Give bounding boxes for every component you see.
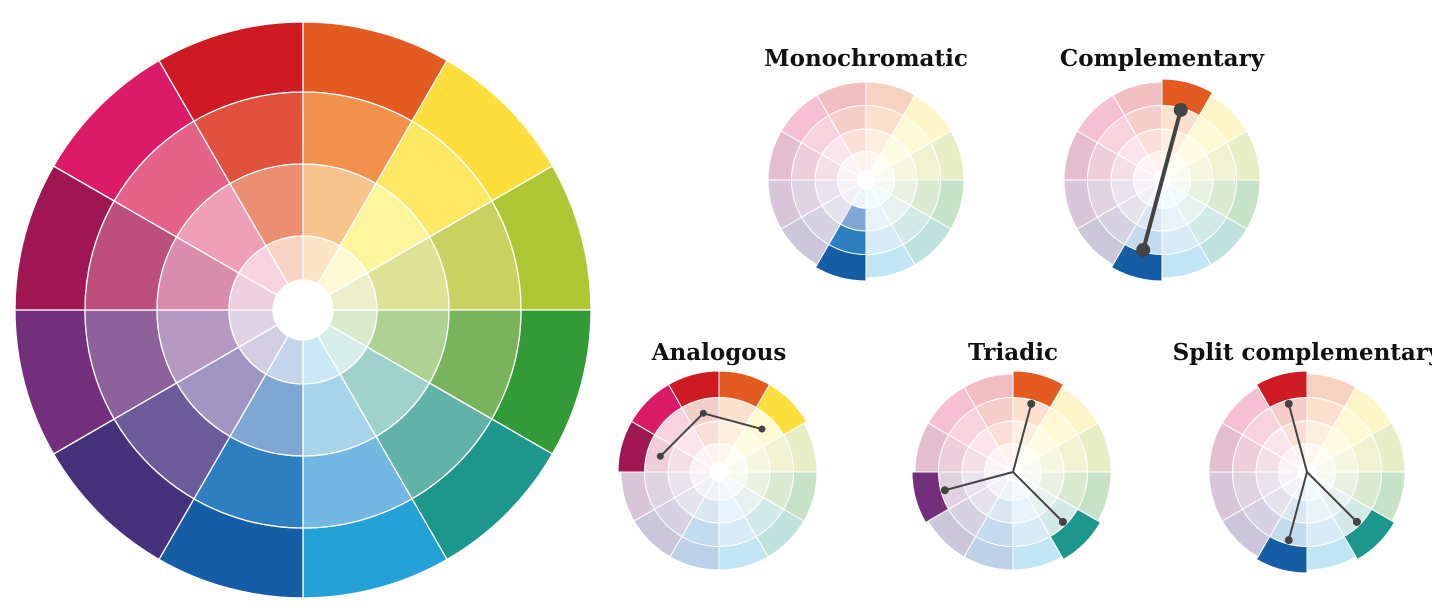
scheme-connector-line: [702, 412, 763, 431]
main-color-wheel: [14, 21, 592, 599]
scheme-wheel-monochromatic: [767, 81, 965, 282]
scheme-point-orange: [1173, 102, 1188, 117]
scheme-point-blue-green: [1058, 517, 1067, 526]
scheme-wheel-triadic: [911, 370, 1112, 571]
highlight-segment-red: [1255, 370, 1308, 409]
scheme-wheel-analogous: [617, 370, 818, 571]
highlight-segment-blue: [1110, 243, 1163, 282]
highlight-segment-orange: [1161, 78, 1214, 117]
scheme-title-analogous: Analogous: [651, 339, 787, 366]
highlight-segment-blue: [839, 203, 867, 232]
scheme-center-hole: [710, 463, 728, 481]
highlight-segment-blue-green: [1049, 508, 1102, 561]
highlight-segment-magenta: [617, 420, 656, 473]
scheme-connector-line: [1287, 402, 1308, 473]
scheme-point-blue: [1284, 536, 1293, 545]
highlight-segment-blue-green: [1343, 508, 1396, 561]
scheme-connector-line: [943, 471, 1014, 492]
scheme-point-purple: [940, 486, 949, 495]
scheme-connector-line: [1012, 402, 1033, 473]
scheme-point-blue: [1136, 243, 1151, 258]
scheme-point-orange: [1027, 399, 1036, 408]
scheme-connector-line: [1306, 471, 1358, 523]
scheme-point-blue-green: [1352, 517, 1361, 526]
scheme-title-triadic: Triadic: [968, 339, 1058, 366]
highlight-segment-purple: [911, 471, 950, 524]
scheme-wheel-complementary: [1063, 78, 1261, 282]
scheme-title-complementary: Complementary: [1060, 45, 1265, 72]
scheme-point-red: [1284, 399, 1293, 408]
wheel-center-hole: [273, 280, 333, 340]
scheme-title-monochromatic: Monochromatic: [764, 45, 968, 72]
highlight-segment-orange: [1012, 370, 1065, 409]
scheme-point-magenta: [656, 452, 664, 460]
scheme-point-red: [699, 409, 707, 417]
scheme-point-yellow: [758, 425, 766, 433]
scheme-title-split-complementary: Split complementary: [1173, 339, 1432, 366]
scheme-connector-line: [1287, 471, 1308, 542]
highlight-segment-pink: [630, 383, 683, 436]
scheme-connector-line: [1141, 107, 1183, 253]
scheme-connector-line: [1012, 471, 1064, 523]
scheme-connector-line: [659, 412, 705, 458]
highlight-segment-orange: [718, 370, 771, 409]
highlight-segment-red: [667, 370, 720, 409]
scheme-center-hole: [857, 171, 875, 189]
highlight-segment-blue: [1255, 535, 1308, 574]
highlight-segment-yellow: [755, 383, 808, 436]
scheme-wheel-split-complementary: [1208, 370, 1406, 574]
